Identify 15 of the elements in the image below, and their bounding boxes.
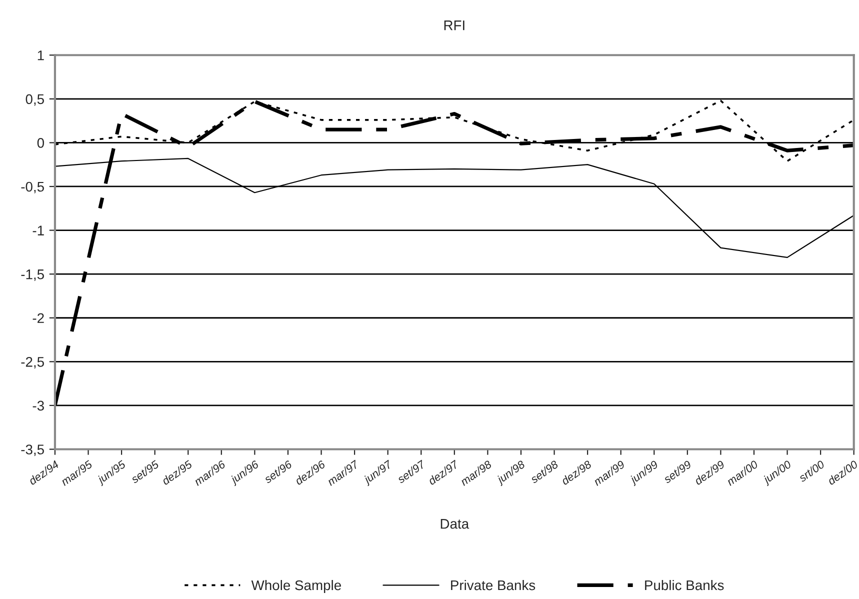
y-tick-label: 1 — [38, 50, 44, 60]
y-tick-label: -1,5 — [21, 270, 44, 281]
y-tick-label: -2 — [32, 313, 44, 323]
y-tick-label: 0,5 — [26, 94, 44, 106]
legend-label: Private Banks — [451, 580, 536, 590]
legend-label: Whole Sample — [251, 580, 341, 593]
chart-title: RFI — [444, 20, 464, 30]
y-tick-label: -0,5 — [21, 182, 44, 194]
y-tick-label: -3,5 — [21, 444, 44, 456]
y-tick-label: -2,5 — [21, 356, 44, 368]
x-axis-title: Data — [440, 519, 470, 529]
y-tick-label: -3 — [32, 400, 44, 411]
y-tick-label: 0 — [37, 138, 44, 148]
legend-label: Public Banks — [645, 580, 724, 590]
y-tick-label: -1 — [32, 226, 44, 236]
